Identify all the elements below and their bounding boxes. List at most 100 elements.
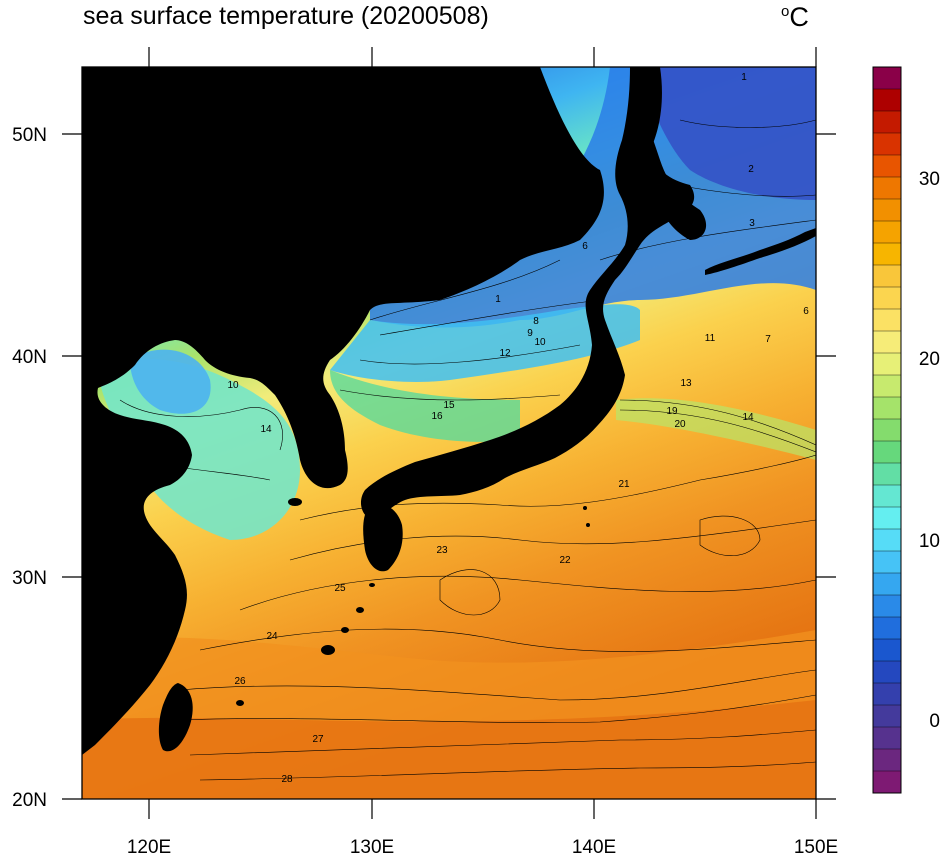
ryukyu-2 (356, 607, 364, 613)
contour-label: 28 (281, 774, 293, 785)
contour-label: 7 (765, 334, 771, 345)
izu-1 (583, 506, 587, 510)
colorbar-swatch (873, 265, 901, 288)
contour-label: 6 (803, 306, 809, 317)
contour-label: 8 (533, 316, 539, 327)
sakhalin (630, 90, 707, 240)
colorbar-swatch (873, 67, 901, 90)
ryukyu-5 (236, 700, 244, 706)
contour-label: 19 (666, 406, 678, 417)
unit-label: oC (781, 2, 809, 33)
x-tick-label: 140E (572, 837, 616, 858)
colorbar-swatch (873, 287, 901, 310)
contour-label: 3 (749, 218, 755, 229)
bohai-sea (130, 349, 211, 414)
colorbar-swatch (873, 507, 901, 530)
mild-water (330, 370, 520, 442)
colorbar-swatch (873, 639, 901, 662)
izu-2 (586, 523, 590, 527)
taiwan (158, 683, 193, 752)
colorbar-swatch (873, 727, 901, 750)
degree-symbol: o (781, 3, 790, 20)
contour-label: 9 (527, 328, 533, 339)
yellow-sea (98, 359, 300, 540)
unit-text: C (789, 2, 809, 32)
y-tick-label: 40N (12, 347, 47, 368)
contour-label: 26 (234, 676, 246, 687)
colorbar-swatch (873, 375, 901, 398)
y-tick-label: 30N (12, 568, 47, 589)
map-frame (81, 66, 817, 800)
x-axis: 120E 130E 140E 150E (127, 47, 838, 858)
x-tick-label: 120E (127, 837, 171, 858)
contour-label: 1 (741, 72, 747, 83)
contour-label: 10 (534, 337, 546, 348)
ryukyu-4 (381, 563, 387, 567)
colorbar-swatch (873, 463, 901, 486)
colorbar-swatch (873, 353, 901, 376)
contour-label: 2 (748, 164, 754, 175)
contour-label: 24 (266, 631, 278, 642)
colorbar-label: 20 (919, 349, 940, 370)
x-tick-label: 150E (794, 837, 838, 858)
colorbar-swatch (873, 617, 901, 640)
x-tick-label: 130E (350, 837, 394, 858)
colorbar-label: 0 (929, 711, 940, 732)
contour-label: 21 (618, 479, 630, 490)
colorbar-swatch (873, 705, 901, 728)
colorbar-swatch (873, 89, 901, 112)
colorbar-swatch (873, 441, 901, 464)
colorbar-swatch (873, 199, 901, 222)
warmest-water (82, 700, 816, 799)
contour-label: 20 (674, 419, 686, 430)
contour-label: 22 (559, 555, 571, 566)
kuroshio-front (616, 398, 816, 460)
colorbar-swatch (873, 309, 901, 332)
colorbar-swatch (873, 155, 901, 178)
colorbar: 30 20 10 0 (872, 66, 940, 794)
asia-mainland (82, 67, 604, 755)
colorbar-swatch (873, 529, 901, 552)
colorbar-swatch (873, 221, 901, 244)
contour-label: 27 (312, 734, 324, 745)
contour-label: 12 (499, 348, 511, 359)
kuril-islands (705, 228, 816, 275)
japan (360, 67, 695, 520)
contour-label: 14 (742, 412, 754, 423)
coldest-water (640, 67, 816, 200)
contour-label: 15 (443, 400, 455, 411)
land (82, 67, 816, 755)
colorbar-frame (872, 66, 902, 794)
y-tick-label: 20N (12, 790, 47, 811)
ryukyu-3 (369, 583, 375, 587)
colorbar-swatch (873, 661, 901, 684)
colorbar-label: 10 (919, 531, 940, 552)
colorbar-swatch (873, 771, 901, 794)
colorbar-swatch (873, 419, 901, 442)
cool-water (330, 304, 640, 382)
y-tick-label: 50N (12, 125, 47, 146)
contour-label: 16 (431, 411, 443, 422)
colorbar-label: 30 (919, 169, 940, 190)
contour-lines (109, 119, 816, 781)
colorbar-swatch (873, 133, 901, 156)
colorbar-swatch (873, 551, 901, 574)
colorbar-swatch (873, 595, 901, 618)
jeju (288, 498, 302, 506)
okinawa (321, 645, 335, 655)
colorbar-swatch (873, 177, 901, 200)
colorbar-swatch (873, 683, 901, 706)
colorbar-swatch (873, 111, 901, 134)
contour-label: 11 (705, 333, 716, 344)
chart-title: sea surface temperature (20200508) (83, 2, 489, 30)
contour-label: 6 (582, 241, 588, 252)
ryukyu-1 (341, 627, 349, 633)
colorbar-swatch (873, 485, 901, 508)
colorbar-swatch (873, 573, 901, 596)
contour-label: 25 (334, 583, 346, 594)
contour-label: 13 (680, 378, 692, 389)
contour-label: 14 (260, 424, 272, 435)
y-axis: 50N 40N 30N 20N (12, 125, 836, 811)
colorbar-swatch (873, 749, 901, 772)
